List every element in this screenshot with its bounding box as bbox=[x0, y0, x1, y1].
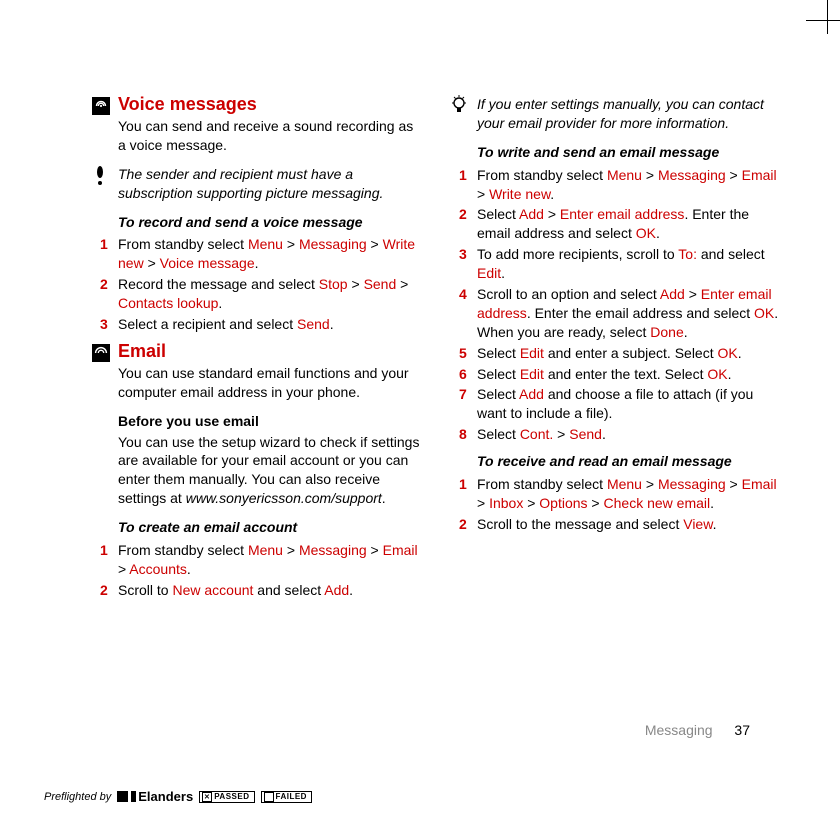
left-column: Voice messages You can send and receive … bbox=[92, 95, 423, 608]
step: Select Edit and enter the text. Select O… bbox=[451, 365, 782, 384]
step: Record the message and select Stop > Sen… bbox=[92, 275, 423, 313]
step: Select Add > Enter email address. Enter … bbox=[451, 205, 782, 243]
tip-icon bbox=[451, 95, 467, 133]
support-url: www.sonyericsson.com/support bbox=[186, 490, 382, 506]
subhead-before: Before you use email bbox=[118, 412, 423, 431]
step: To add more recipients, scroll to To: an… bbox=[451, 245, 782, 283]
step: Select Add and choose a file to attach (… bbox=[451, 385, 782, 423]
step: From standby select Menu > Messaging > W… bbox=[92, 235, 423, 273]
subhead-write: To write and send an email message bbox=[477, 143, 782, 162]
passed-badge: ✕PASSED bbox=[199, 791, 254, 803]
page-content: Voice messages You can send and receive … bbox=[0, 0, 840, 608]
steps-receive: From standby select Menu > Messaging > E… bbox=[451, 475, 782, 534]
crop-mark bbox=[827, 0, 828, 34]
failed-badge: FAILED bbox=[261, 791, 312, 803]
page-number: 37 bbox=[734, 722, 750, 738]
section-email: Email bbox=[92, 342, 423, 362]
step: From standby select Menu > Messaging > E… bbox=[451, 475, 782, 513]
preflight-bar: Preflighted by Elanders ✕PASSED FAILED bbox=[44, 789, 312, 804]
step: Scroll to the message and select View. bbox=[451, 515, 782, 534]
voice-icon bbox=[92, 97, 110, 115]
note-text: The sender and recipient must have a sub… bbox=[118, 165, 423, 203]
right-column: If you enter settings manually, you can … bbox=[451, 95, 782, 608]
elanders-logo: Elanders bbox=[117, 789, 193, 804]
page-footer: Messaging 37 bbox=[645, 722, 750, 738]
section-body: You can use standard email functions and… bbox=[118, 364, 423, 402]
section-body: You can send and receive a sound recordi… bbox=[118, 117, 423, 155]
note-text: If you enter settings manually, you can … bbox=[477, 95, 782, 133]
step: Select Edit and enter a subject. Select … bbox=[451, 344, 782, 363]
step: From standby select Menu > Messaging > E… bbox=[92, 541, 423, 579]
section-title: Voice messages bbox=[118, 95, 257, 115]
step: Scroll to an option and select Add > Ent… bbox=[451, 285, 782, 342]
steps-record: From standby select Menu > Messaging > W… bbox=[92, 235, 423, 333]
important-icon bbox=[92, 165, 108, 203]
section-title: Email bbox=[118, 342, 166, 362]
email-icon bbox=[92, 344, 110, 362]
section-voice-messages: Voice messages bbox=[92, 95, 423, 115]
subhead-receive: To receive and read an email message bbox=[477, 452, 782, 471]
step: Select Cont. > Send. bbox=[451, 425, 782, 444]
steps-create: From standby select Menu > Messaging > E… bbox=[92, 541, 423, 600]
steps-write: From standby select Menu > Messaging > E… bbox=[451, 166, 782, 444]
footer-section: Messaging bbox=[645, 722, 713, 738]
step: Select a recipient and select Send. bbox=[92, 315, 423, 334]
note-subscription: The sender and recipient must have a sub… bbox=[92, 165, 423, 203]
subhead-create: To create an email account bbox=[118, 518, 423, 537]
crop-mark bbox=[806, 20, 840, 21]
subhead-record: To record and send a voice message bbox=[118, 213, 423, 232]
note-tip: If you enter settings manually, you can … bbox=[451, 95, 782, 133]
step: Scroll to New account and select Add. bbox=[92, 581, 423, 600]
preflight-label: Preflighted by bbox=[44, 791, 111, 803]
step: From standby select Menu > Messaging > E… bbox=[451, 166, 782, 204]
before-body: You can use the setup wizard to check if… bbox=[118, 433, 423, 509]
